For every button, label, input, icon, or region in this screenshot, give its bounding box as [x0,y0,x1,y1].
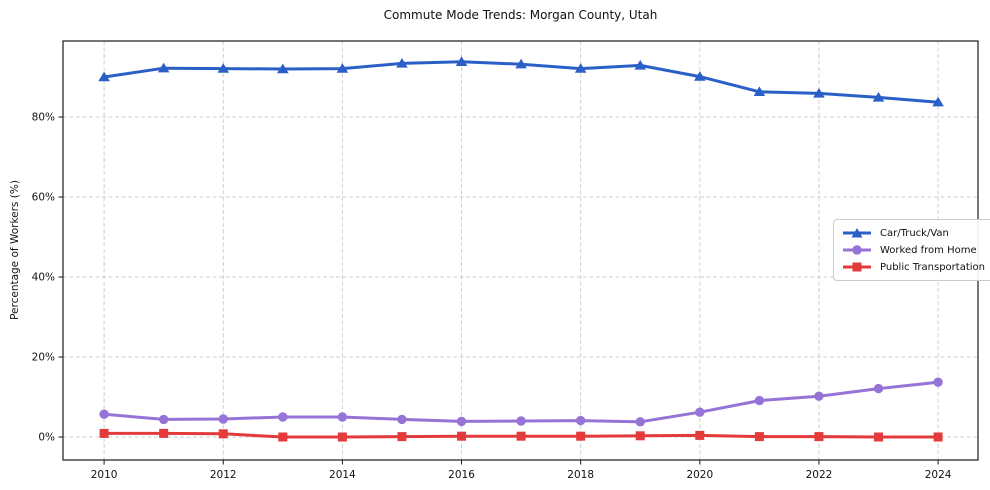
series-public-transportation-marker [516,431,526,441]
x-tick-label: 2010 [91,469,118,481]
series-worked-from-home-marker [933,377,943,387]
series-car-truck-van-marker [277,63,289,74]
series-worked-from-home-marker [695,407,705,417]
series-public-transportation-marker [754,432,764,442]
series-public-transportation-marker [457,431,467,441]
series-public-transportation-marker [218,429,228,439]
series-car-truck-van-marker [753,86,766,96]
legend-label: Car/Truck/Van [880,227,949,239]
y-tick-label: 60% [32,192,55,204]
series-car-truck-van-marker [217,63,230,73]
series-public-transportation-marker [337,432,347,442]
legend-item-worked-from-home: Worked from Home [842,244,985,256]
series-car-truck-van-marker [932,96,944,107]
square-line-icon [843,262,871,272]
series-public-transportation-marker [278,432,288,442]
series-worked-from-home-marker [575,415,586,426]
x-tick-label: 2014 [329,469,356,481]
series-public-transportation-marker [397,432,407,442]
series-worked-from-home-marker [635,417,645,427]
legend-item-car-truck-van: Car/Truck/Van [842,227,985,239]
series-line-worked-from-home [103,380,939,424]
series-car-truck-van-marker [157,62,170,73]
y-tick-label: 0% [38,432,55,444]
x-tick-label: 2018 [567,469,594,481]
y-tick-label: 20% [32,352,55,364]
series-worked-from-home-marker [873,383,884,394]
x-tick-label: 2024 [925,469,952,481]
series-public-transportation-marker [814,432,824,442]
series-car-truck-van-marker [515,58,527,69]
series-car-truck-van-marker [634,60,647,70]
series-car-truck-van-marker [574,63,587,73]
circle-line-icon [843,245,871,255]
series-worked-from-home-marker [218,414,228,424]
x-tick-label: 2012 [210,469,237,481]
series-car-truck-van-marker [455,56,468,66]
y-tick-label: 40% [32,272,55,284]
series-car-truck-van-marker [694,71,706,81]
x-tick-label: 2020 [686,469,713,481]
series-public-transportation-marker [933,432,943,442]
series-public-transportation-marker [635,431,645,441]
series-worked-from-home-marker [516,416,526,426]
series-car-truck-van-marker [98,71,110,82]
series-public-transportation-marker [695,430,705,440]
series-public-transportation-marker [874,432,884,442]
series-public-transportation-marker [159,428,169,438]
legend: Car/Truck/Van Worked from Home Public Tr… [833,219,990,281]
triangle-line-icon [843,228,871,238]
series-worked-from-home-marker [99,409,109,419]
series-worked-from-home-marker [337,412,348,422]
series-car-truck-van-marker [396,58,408,68]
series-worked-from-home-marker [456,416,467,427]
series-worked-from-home-marker [754,395,765,406]
series-public-transportation-marker [99,428,109,438]
series-public-transportation-marker [576,431,586,441]
x-tick-label: 2022 [806,469,833,481]
x-tick-label: 2016 [448,469,475,481]
series-worked-from-home-marker [278,412,288,422]
legend-item-public-transportation: Public Transportation [842,261,985,273]
chart-title: Commute Mode Trends: Morgan County, Utah [383,8,658,22]
series-worked-from-home-marker [814,391,824,401]
y-tick-label: 80% [32,112,55,124]
series-car-truck-van-marker [813,88,825,98]
legend-label: Public Transportation [880,261,985,273]
series-car-truck-van-marker [872,92,885,102]
series-worked-from-home-marker [397,414,407,425]
series-car-truck-van-marker [336,63,349,73]
series-worked-from-home-marker [158,414,169,425]
legend-label: Worked from Home [880,244,977,256]
